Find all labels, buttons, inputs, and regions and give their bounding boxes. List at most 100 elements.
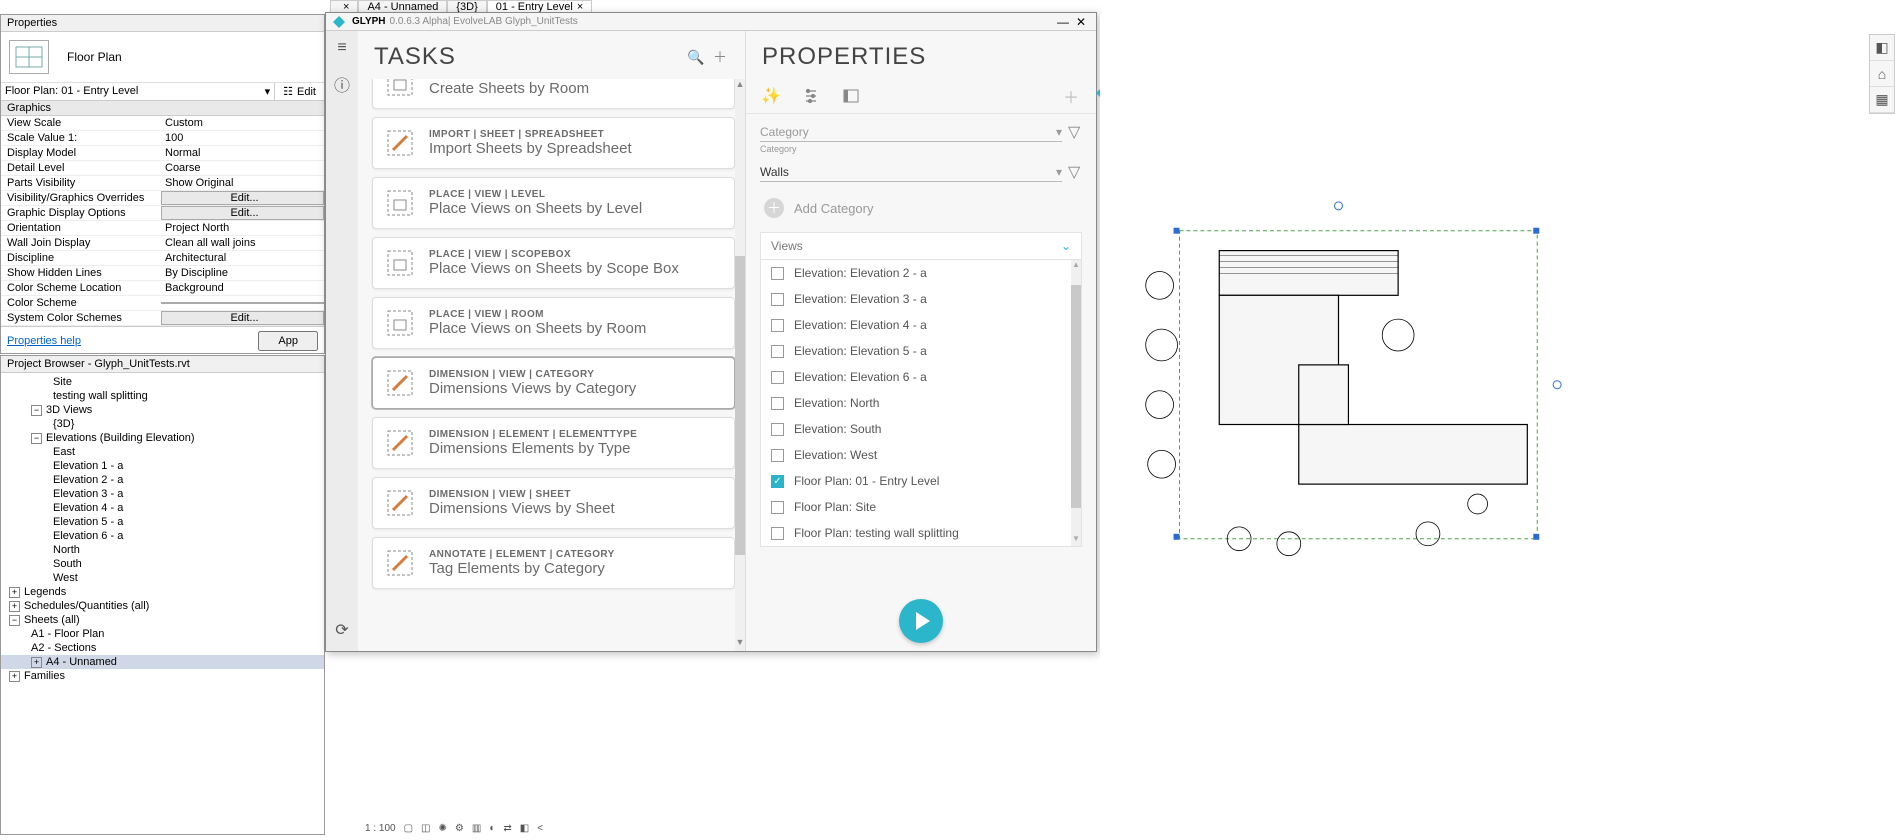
property-edit-button[interactable]: Edit... — [161, 191, 324, 205]
vc-icon[interactable]: ◫ — [421, 823, 430, 834]
tree-expander-icon[interactable]: + — [9, 587, 20, 598]
tree-item[interactable]: testing wall splitting — [1, 389, 324, 403]
rail-refresh-icon[interactable]: ⟳ — [331, 619, 353, 641]
vc-icon[interactable]: ⚙ — [455, 823, 464, 834]
tree-expander-icon[interactable]: + — [9, 601, 20, 612]
vc-icon[interactable]: ◐ — [489, 823, 495, 834]
checkbox-icon[interactable] — [771, 267, 784, 280]
props-tab-cursor-icon[interactable]: ✨ — [760, 85, 782, 107]
view-checkbox-item[interactable]: Elevation: Elevation 3 - a — [761, 286, 1081, 312]
property-value[interactable]: Normal — [161, 147, 324, 159]
vc-icon[interactable]: < — [537, 823, 543, 834]
nav-tool-icon-2[interactable]: ⌂ — [1870, 61, 1894, 87]
property-row[interactable]: DisciplineArchitectural — [1, 251, 324, 266]
view-checkbox-item[interactable]: Elevation: Elevation 2 - a — [761, 260, 1081, 286]
checkbox-icon[interactable] — [771, 397, 784, 410]
task-card[interactable]: PLACE | VIEW | LEVEL Place Views on Shee… — [372, 177, 735, 229]
property-value[interactable]: By Discipline — [161, 267, 324, 279]
task-card[interactable]: DIMENSION | VIEW | SHEET Dimensions View… — [372, 477, 735, 529]
tree-item[interactable]: +Families — [1, 669, 324, 683]
filter-icon[interactable]: ▽ — [1068, 122, 1082, 142]
views-scroll-down-icon[interactable]: ▼ — [1071, 534, 1081, 546]
views-scrollbar-thumb[interactable] — [1071, 285, 1081, 508]
minimize-button[interactable]: — — [1054, 15, 1072, 29]
nav-tool-icon[interactable]: ◧ — [1870, 35, 1894, 61]
checkbox-icon[interactable] — [771, 501, 784, 514]
tree-expander-icon[interactable]: − — [9, 615, 20, 626]
tree-item[interactable]: −Sheets (all) — [1, 613, 324, 627]
task-card[interactable]: ANNOTATE | ELEMENT | CATEGORY Tag Elemen… — [372, 537, 735, 589]
property-row[interactable]: Parts VisibilityShow Original — [1, 176, 324, 191]
checkbox-icon[interactable] — [771, 345, 784, 358]
view-checkbox-item[interactable]: Elevation: Elevation 4 - a — [761, 312, 1081, 338]
tree-item[interactable]: A2 - Sections — [1, 641, 324, 655]
property-value[interactable]: Background — [161, 282, 324, 294]
tree-item[interactable]: A1 - Floor Plan — [1, 627, 324, 641]
vc-icon[interactable]: ▥ — [472, 823, 481, 834]
props-tab-sliders-icon[interactable] — [800, 85, 822, 107]
rail-menu-icon[interactable]: ≡ — [331, 37, 353, 59]
edit-type-button[interactable]: ☷Edit — [275, 83, 324, 100]
filter-icon-2[interactable]: ▽ — [1068, 162, 1082, 182]
vc-icon[interactable]: ◧ — [520, 823, 529, 834]
view-checkbox-item[interactable]: Floor Plan: testing wall splitting — [761, 520, 1081, 546]
property-row[interactable]: Display ModelNormal — [1, 146, 324, 161]
property-row[interactable]: View ScaleCustom — [1, 116, 324, 131]
checkbox-icon[interactable] — [771, 371, 784, 384]
task-card[interactable]: DIMENSION | VIEW | CATEGORY Dimensions V… — [372, 357, 735, 409]
view-checkbox-item[interactable]: Elevation: Elevation 5 - a — [761, 338, 1081, 364]
vc-icon[interactable]: ✺ — [439, 823, 447, 834]
nav-tool-icon-3[interactable]: ▦ — [1870, 87, 1894, 113]
tree-expander-icon[interactable]: − — [31, 433, 42, 444]
tree-item[interactable]: Elevation 1 - a — [1, 459, 324, 473]
property-value[interactable]: Architectural — [161, 252, 324, 264]
tree-expander-icon[interactable]: − — [31, 405, 42, 416]
property-edit-button[interactable]: Edit... — [161, 311, 324, 325]
properties-help-link[interactable]: Properties help — [7, 335, 81, 347]
property-row[interactable]: Visibility/Graphics OverridesEdit... — [1, 191, 324, 206]
task-card[interactable]: PLACE | VIEW | ROOM Place Views on Sheet… — [372, 297, 735, 349]
task-card[interactable]: DIMENSION | ELEMENT | ELEMENTTYPE Dimens… — [372, 417, 735, 469]
tree-item[interactable]: Elevation 5 - a — [1, 515, 324, 529]
vc-icon[interactable]: ▢ — [404, 823, 413, 834]
close-button[interactable]: ✕ — [1072, 15, 1090, 29]
view-checkbox-item[interactable]: ✓Floor Plan: 01 - Entry Level — [761, 468, 1081, 494]
task-card[interactable]: IMPORT | SHEET | SPREADSHEET Import Shee… — [372, 117, 735, 169]
tree-item[interactable]: South — [1, 557, 324, 571]
property-edit-button[interactable]: Edit... — [161, 206, 324, 220]
property-row[interactable]: Detail LevelCoarse — [1, 161, 324, 176]
tree-item[interactable]: +Legends — [1, 585, 324, 599]
property-value[interactable]: Custom — [161, 117, 324, 129]
search-icon[interactable]: 🔍 — [687, 49, 705, 66]
task-card[interactable]: PLACE | VIEW | SCOPEBOX Place Views on S… — [372, 237, 735, 289]
scale-label[interactable]: 1 : 100 — [365, 823, 396, 834]
tree-item[interactable]: West — [1, 571, 324, 585]
tree-item[interactable]: {3D} — [1, 417, 324, 431]
tree-item[interactable]: Elevation 6 - a — [1, 529, 324, 543]
property-row[interactable]: OrientationProject North — [1, 221, 324, 236]
scroll-up-icon[interactable]: ▲ — [735, 79, 745, 93]
view-checkbox-item[interactable]: Floor Plan: Site — [761, 494, 1081, 520]
rail-info-icon[interactable]: ⓘ — [331, 73, 353, 95]
category-filter-select[interactable]: Walls▾ — [760, 163, 1062, 182]
checkbox-icon[interactable] — [771, 319, 784, 332]
views-section-header[interactable]: Views ⌄ — [760, 232, 1082, 260]
view-checkbox-item[interactable]: Elevation: North — [761, 390, 1081, 416]
scroll-down-icon[interactable]: ▼ — [735, 637, 745, 651]
tree-item[interactable]: Site — [1, 375, 324, 389]
view-checkbox-item[interactable]: Elevation: South — [761, 416, 1081, 442]
props-add-icon[interactable]: ＋ — [1060, 85, 1082, 107]
category-filter-empty[interactable]: Category▾ — [760, 123, 1062, 142]
tree-item[interactable]: +A4 - Unnamed — [1, 655, 324, 669]
property-row[interactable]: Wall Join DisplayClean all wall joins — [1, 236, 324, 251]
property-row[interactable]: Scale Value 1:100 — [1, 131, 324, 146]
property-value[interactable]: 100 — [161, 132, 324, 144]
view-checkbox-item[interactable]: Elevation: West — [761, 442, 1081, 468]
tree-item[interactable]: Elevation 4 - a — [1, 501, 324, 515]
property-value[interactable]: Show Original — [161, 177, 324, 189]
tree-item[interactable]: Elevation 3 - a — [1, 487, 324, 501]
view-checkbox-item[interactable]: Elevation: Elevation 6 - a — [761, 364, 1081, 390]
props-tab-views-icon[interactable] — [840, 85, 862, 107]
tree-item[interactable]: East — [1, 445, 324, 459]
tree-item[interactable]: +Schedules/Quantities (all) — [1, 599, 324, 613]
